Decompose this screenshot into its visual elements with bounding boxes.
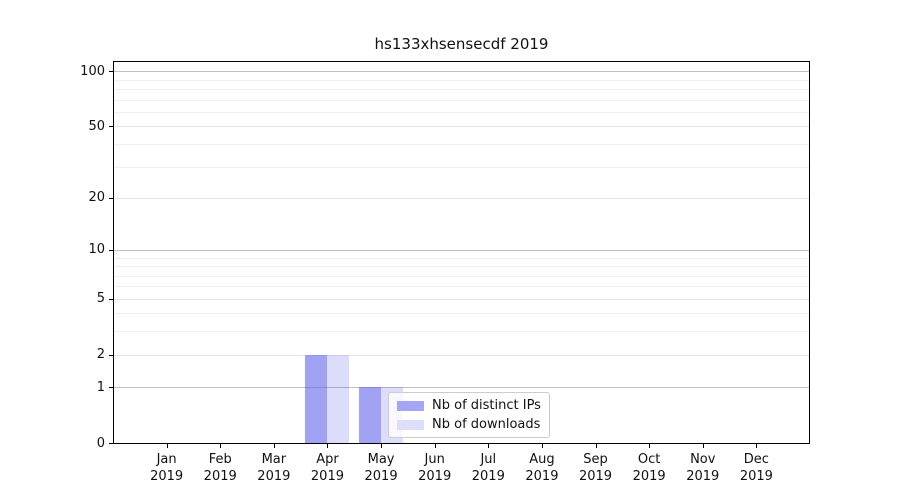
x-tick-jul-2019 bbox=[488, 444, 490, 448]
y-gridline-minor bbox=[114, 275, 809, 277]
bar-nb-of-distinct-ips-may-2019 bbox=[359, 387, 382, 443]
x-tick-label-may-2019: May 2019 bbox=[351, 451, 411, 485]
x-tick-label-oct-2019: Oct 2019 bbox=[619, 451, 679, 485]
x-tick-apr-2019 bbox=[327, 444, 329, 448]
x-tick-label-aug-2019: Aug 2019 bbox=[512, 451, 572, 485]
y-tick-0 bbox=[109, 443, 113, 444]
x-tick-label-year: 2019 bbox=[418, 469, 452, 484]
y-gridline-minor bbox=[114, 313, 809, 315]
y-tick-label-100: 100 bbox=[80, 63, 105, 79]
x-tick-label-month: Jun bbox=[424, 452, 445, 467]
x-tick-sep-2019 bbox=[595, 444, 597, 448]
y-tick-label-5: 5 bbox=[96, 291, 105, 307]
y-tick-label-2: 2 bbox=[96, 347, 105, 363]
x-tick-label-year: 2019 bbox=[632, 469, 666, 484]
legend: Nb of distinct IPs Nb of downloads bbox=[388, 392, 550, 438]
legend-item-downloads: Nb of downloads bbox=[397, 417, 541, 432]
y-gridline-major-10 bbox=[114, 249, 809, 251]
y-gridline-minor bbox=[114, 166, 809, 168]
y-gridline-major-1 bbox=[114, 387, 809, 389]
y-gridline-2 bbox=[114, 354, 809, 356]
y-gridline-minor bbox=[114, 79, 809, 81]
x-tick-jan-2019 bbox=[166, 444, 168, 448]
x-tick-aug-2019 bbox=[541, 444, 543, 448]
y-tick-label-10: 10 bbox=[88, 242, 105, 258]
y-tick-label-50: 50 bbox=[88, 118, 105, 134]
y-gridline-minor bbox=[114, 99, 809, 101]
y-gridline-minor bbox=[114, 144, 809, 146]
x-tick-label-month: Aug bbox=[529, 452, 555, 467]
x-tick-label-year: 2019 bbox=[150, 469, 184, 484]
x-tick-label-mar-2019: Mar 2019 bbox=[244, 451, 304, 485]
x-tick-label-jan-2019: Jan 2019 bbox=[137, 451, 197, 485]
y-gridline-minor bbox=[114, 331, 809, 333]
x-tick-label-month: Sep bbox=[583, 452, 608, 467]
y-gridline-5 bbox=[114, 298, 809, 300]
y-tick-20 bbox=[109, 197, 113, 199]
x-tick-dec-2019 bbox=[756, 444, 758, 448]
y-tick-1 bbox=[109, 387, 113, 389]
bar-nb-of-downloads-apr-2019 bbox=[327, 354, 350, 443]
x-tick-may-2019 bbox=[381, 444, 383, 448]
x-tick-nov-2019 bbox=[702, 444, 704, 448]
x-tick-label-month: Oct bbox=[637, 452, 661, 467]
x-tick-feb-2019 bbox=[220, 444, 222, 448]
x-tick-label-month: Jan bbox=[156, 452, 177, 467]
x-tick-label-jun-2019: Jun 2019 bbox=[405, 451, 465, 485]
x-tick-label-month: Dec bbox=[743, 452, 769, 467]
x-tick-label-year: 2019 bbox=[257, 469, 291, 484]
y-tick-100 bbox=[109, 71, 113, 73]
y-tick-label-0: 0 bbox=[96, 435, 105, 451]
x-tick-label-year: 2019 bbox=[686, 469, 720, 484]
x-tick-label-month: Apr bbox=[316, 452, 339, 467]
y-gridline-minor bbox=[114, 112, 809, 114]
x-tick-label-nov-2019: Nov 2019 bbox=[673, 451, 733, 485]
x-tick-label-month: Nov bbox=[690, 452, 716, 467]
x-tick-label-year: 2019 bbox=[739, 469, 773, 484]
x-tick-label-month: Feb bbox=[208, 452, 232, 467]
y-gridline-20 bbox=[114, 197, 809, 199]
y-tick-5 bbox=[109, 298, 113, 300]
y-gridline-minor bbox=[114, 257, 809, 259]
x-tick-label-apr-2019: Apr 2019 bbox=[297, 451, 357, 485]
x-tick-label-year: 2019 bbox=[310, 469, 344, 484]
y-tick-label-20: 20 bbox=[88, 190, 105, 206]
legend-item-distinct-ips: Nb of distinct IPs bbox=[397, 398, 541, 413]
bar-nb-of-distinct-ips-apr-2019 bbox=[305, 354, 328, 443]
x-tick-label-feb-2019: Feb 2019 bbox=[190, 451, 250, 485]
x-tick-label-jul-2019: Jul 2019 bbox=[458, 451, 518, 485]
legend-label-downloads: Nb of downloads bbox=[432, 417, 541, 432]
x-tick-mar-2019 bbox=[273, 444, 275, 448]
y-gridline-major-100 bbox=[114, 71, 809, 73]
y-gridline-minor bbox=[114, 286, 809, 288]
x-tick-label-year: 2019 bbox=[364, 469, 398, 484]
x-tick-label-dec-2019: Dec 2019 bbox=[726, 451, 786, 485]
y-gridline-minor bbox=[114, 89, 809, 91]
x-tick-label-year: 2019 bbox=[471, 469, 505, 484]
x-tick-label-sep-2019: Sep 2019 bbox=[566, 451, 626, 485]
x-tick-label-month: Mar bbox=[261, 452, 287, 467]
y-tick-2 bbox=[109, 354, 113, 356]
y-tick-10 bbox=[109, 249, 113, 251]
x-tick-label-year: 2019 bbox=[525, 469, 559, 484]
x-tick-jun-2019 bbox=[434, 444, 436, 448]
legend-swatch-distinct-ips-icon bbox=[397, 400, 424, 411]
x-tick-oct-2019 bbox=[649, 444, 651, 448]
legend-swatch-downloads-icon bbox=[397, 419, 424, 430]
legend-label-distinct-ips: Nb of distinct IPs bbox=[432, 398, 541, 413]
y-gridline-minor bbox=[114, 266, 809, 268]
y-tick-50 bbox=[109, 126, 113, 128]
chart-title: hs133xhsensecdf 2019 bbox=[374, 35, 549, 53]
x-tick-label-month: Jul bbox=[480, 452, 497, 467]
x-tick-label-year: 2019 bbox=[578, 469, 613, 484]
x-tick-label-year: 2019 bbox=[203, 469, 237, 484]
x-tick-label-month: May bbox=[367, 452, 395, 467]
y-tick-label-1: 1 bbox=[96, 379, 105, 395]
y-gridline-50 bbox=[114, 126, 809, 128]
